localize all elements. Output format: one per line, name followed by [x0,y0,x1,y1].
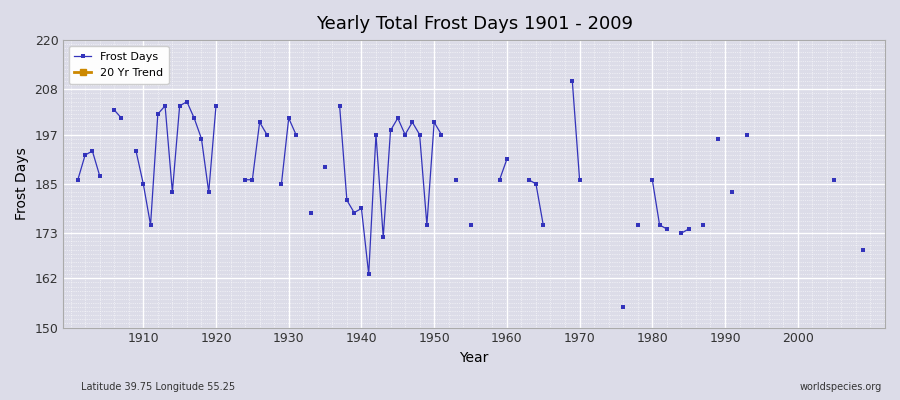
Text: worldspecies.org: worldspecies.org [800,382,882,392]
Frost Days [72,177,83,182]
X-axis label: Year: Year [460,351,489,365]
Frost Days [138,182,148,186]
Line: Frost Days: Frost Days [76,80,865,309]
Y-axis label: Frost Days: Frost Days [15,148,29,220]
Text: Latitude 39.75 Longitude 55.25: Latitude 39.75 Longitude 55.25 [81,382,235,392]
Frost Days [858,247,868,252]
Frost Days [501,157,512,162]
Legend: Frost Days, 20 Yr Trend: Frost Days, 20 Yr Trend [68,46,168,84]
Frost Days [341,198,352,203]
Title: Yearly Total Frost Days 1901 - 2009: Yearly Total Frost Days 1901 - 2009 [316,15,633,33]
